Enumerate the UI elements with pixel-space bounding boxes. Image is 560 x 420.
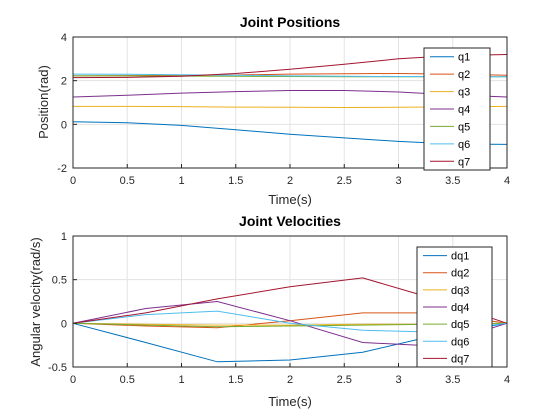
positions-legend: q1 q2 q3 q4 q5 q6 q7	[423, 47, 491, 171]
velocities-xtick-label: 0	[70, 374, 76, 386]
legend-label-dq2: dq2	[451, 268, 469, 280]
velocities-xtick-label: 0.5	[120, 374, 135, 386]
velocities-xtick-label: 3.5	[445, 374, 460, 386]
positions-title: Joint Positions	[240, 14, 341, 30]
positions-ytick-label: 0	[61, 119, 67, 131]
positions-xtick-label: 0.5	[120, 175, 135, 187]
positions-ytick-label: 2	[61, 76, 67, 88]
positions-xlabel: Time(s)	[268, 192, 312, 207]
legend-label-dq6: dq6	[451, 336, 469, 348]
velocities-ytick-label: 1	[61, 231, 67, 243]
velocities-xtick-label: 4	[504, 374, 510, 386]
legend-label-dq4: dq4	[451, 302, 469, 314]
positions-ytick-label: -2	[57, 163, 67, 175]
positions-ylabel: Position(rad)	[36, 65, 51, 139]
velocities-ytick-label: 0	[61, 318, 67, 330]
legend-label-dq3: dq3	[451, 285, 469, 297]
legend-label-dq1: dq1	[451, 251, 469, 263]
positions-ytick-label: 4	[61, 32, 67, 44]
legend-label-q4: q4	[458, 104, 470, 116]
velocities-xlabel: Time(s)	[268, 394, 312, 409]
positions-xtick-label: 4	[504, 175, 510, 187]
positions-xtick-label: 2.5	[337, 175, 352, 187]
velocities-xtick-label: 3	[395, 374, 401, 386]
legend-label-q5: q5	[458, 121, 470, 133]
legend-label-dq5: dq5	[451, 319, 469, 331]
velocities-title: Joint Velocities	[239, 213, 341, 229]
positions-xtick-label: 2	[287, 175, 293, 187]
velocities-xtick-label: 2	[287, 374, 293, 386]
velocities-xtick-label: 1.5	[228, 374, 243, 386]
positions-xtick-label: 0	[70, 175, 76, 187]
velocities-legend: dq1 dq2 dq3 dq4 dq5 dq6 dq7	[416, 246, 493, 368]
legend-label-q1: q1	[458, 52, 470, 64]
velocities-chart: Joint Velocities 0 0.5 1 1.5 2 2.5 3 3.5 4-0.500…	[28, 213, 510, 409]
legend-label-q6: q6	[458, 139, 470, 151]
velocities-ytick-label: -0.5	[48, 362, 67, 374]
positions-xtick-label: 1.5	[228, 175, 243, 187]
velocities-ytick-label: 0.5	[52, 275, 67, 287]
velocities-xtick-label: 2.5	[337, 374, 352, 386]
velocities-xtick-label: 1	[178, 374, 184, 386]
legend-label-dq7: dq7	[451, 353, 469, 365]
legend-label-q7: q7	[458, 156, 470, 168]
positions-xtick-label: 1	[178, 175, 184, 187]
legend-label-q2: q2	[458, 69, 470, 81]
legend-label-q3: q3	[458, 87, 470, 99]
positions-xtick-label: 3	[395, 175, 401, 187]
positions-xtick-label: 3.5	[445, 175, 460, 187]
velocities-ylabel: Angular velocity(rad/s)	[28, 237, 43, 366]
